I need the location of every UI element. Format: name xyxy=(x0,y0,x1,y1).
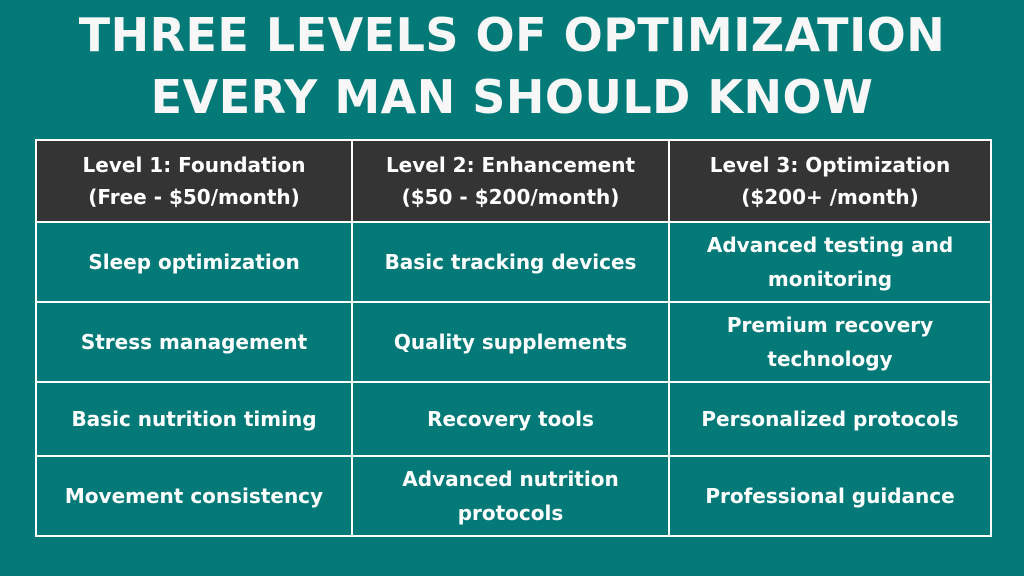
table-row: Movement consistency Advanced nutrition … xyxy=(35,455,992,537)
table-row: Basic nutrition timing Recovery tools Pe… xyxy=(35,381,992,457)
header-level-3: Level 3: Optimization ($200+ /month) xyxy=(668,139,992,223)
header-level-1-name: Level 1: Foundation xyxy=(82,153,306,177)
table-cell: Quality supplements xyxy=(351,301,670,383)
table-cell: Advanced nutrition protocols xyxy=(351,455,670,537)
table-row: Sleep optimization Basic tracking device… xyxy=(35,221,992,303)
header-level-1: Level 1: Foundation (Free - $50/month) xyxy=(35,139,353,223)
table-row: Stress management Quality supplements Pr… xyxy=(35,301,992,383)
table-cell: Recovery tools xyxy=(351,381,670,457)
table-cell: Basic nutrition timing xyxy=(35,381,353,457)
table-cell: Stress management xyxy=(35,301,353,383)
table-cell: Professional guidance xyxy=(668,455,992,537)
table-cell: Sleep optimization xyxy=(35,221,353,303)
header-level-2: Level 2: Enhancement ($50 - $200/month) xyxy=(351,139,670,223)
table-cell: Movement consistency xyxy=(35,455,353,537)
table-header-row: Level 1: Foundation (Free - $50/month) L… xyxy=(35,139,992,223)
optimization-levels-table: Level 1: Foundation (Free - $50/month) L… xyxy=(35,139,992,537)
title-line-2: EVERY MAN SHOULD KNOW xyxy=(150,70,874,124)
header-level-2-name: Level 2: Enhancement xyxy=(385,153,636,177)
header-level-3-name: Level 3: Optimization xyxy=(709,153,951,177)
table-cell: Personalized protocols xyxy=(668,381,992,457)
table-cell: Advanced testing and monitoring xyxy=(668,221,992,303)
page-title: THREE LEVELS OF OPTIMIZATION EVERY MAN S… xyxy=(0,4,1024,128)
header-level-1-price: (Free - $50/month) xyxy=(88,185,300,209)
title-line-1: THREE LEVELS OF OPTIMIZATION xyxy=(78,8,946,62)
header-level-3-price: ($200+ /month) xyxy=(741,185,919,209)
table-cell: Premium recovery technology xyxy=(668,301,992,383)
header-level-2-price: ($50 - $200/month) xyxy=(401,185,620,209)
table-cell: Basic tracking devices xyxy=(351,221,670,303)
